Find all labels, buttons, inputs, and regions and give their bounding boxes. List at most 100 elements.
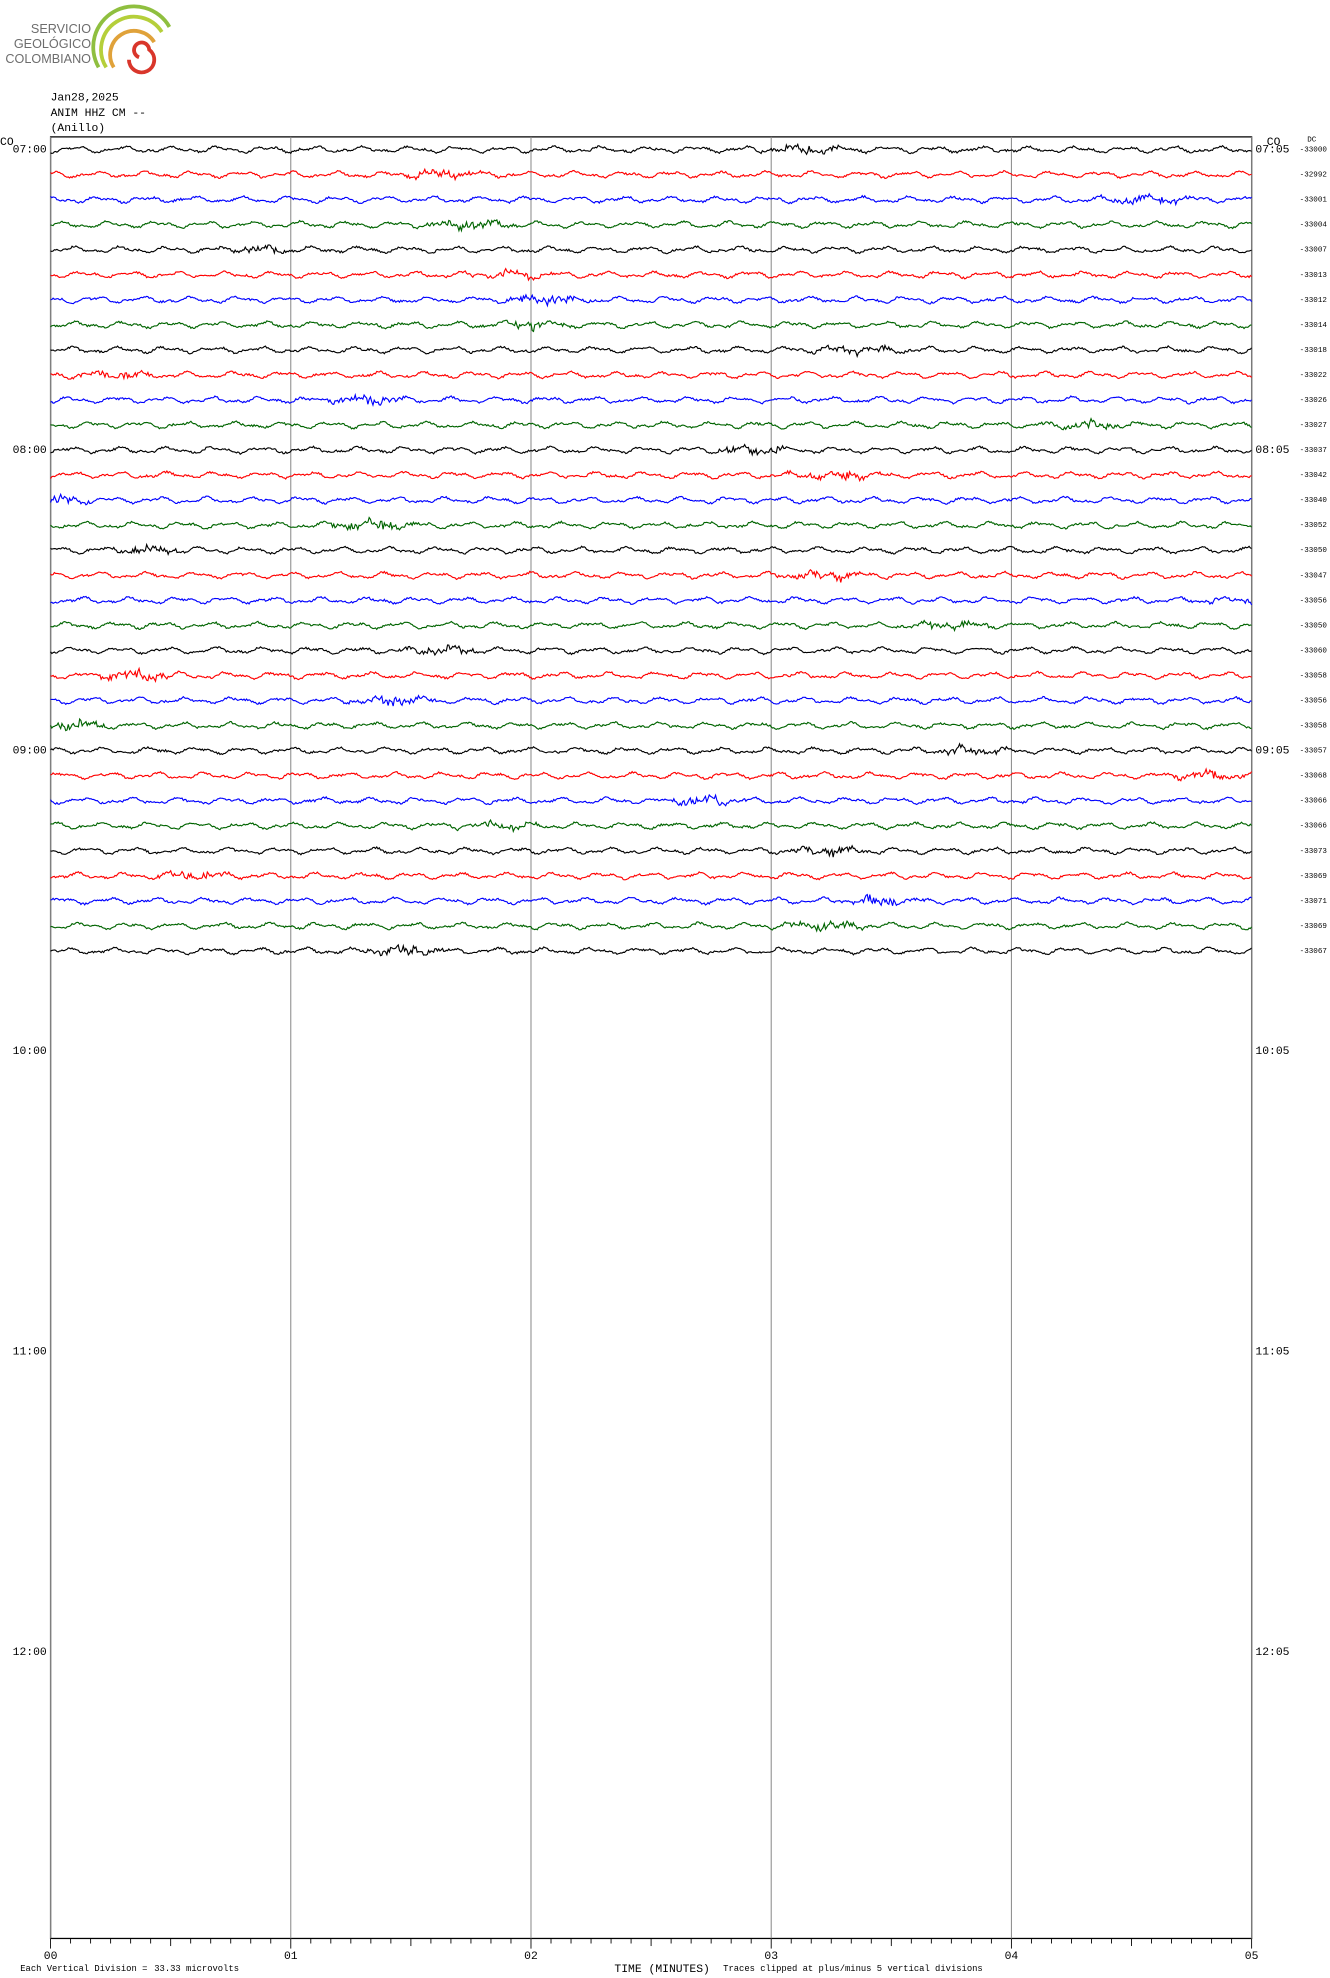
dc-value: -33067	[1300, 948, 1327, 956]
dc-value: -33037	[1300, 447, 1327, 455]
dc-value: -33052	[1300, 522, 1328, 530]
axis-label: TIME (MINUTES)	[614, 1964, 709, 1976]
dc-value: -33057	[1300, 748, 1327, 756]
trace	[50, 818, 1253, 834]
dc-value: -33001	[1300, 197, 1328, 205]
logo-arc	[108, 28, 156, 69]
logo-spiral	[127, 40, 157, 75]
dc-value: -33022	[1300, 372, 1328, 380]
date: Jan28,2025	[51, 93, 119, 105]
trace	[50, 369, 1253, 381]
dc-value: -33069	[1300, 923, 1328, 931]
hour-label: 07:00	[13, 145, 47, 157]
dc-value: -33058	[1300, 672, 1328, 680]
trace	[50, 343, 1253, 359]
dc-value: -33007	[1300, 247, 1327, 255]
hour-label: 09:00	[13, 746, 47, 758]
trace	[50, 742, 1253, 757]
dc-value: -33056	[1300, 597, 1328, 605]
trace	[50, 767, 1253, 782]
logo-text: GEOLÓGICO	[14, 36, 91, 51]
corner-label: CO	[0, 137, 14, 149]
trace	[50, 568, 1253, 583]
trace	[50, 717, 1252, 732]
hour-label: 09:05	[1255, 746, 1289, 758]
hour-label: 11:00	[13, 1347, 47, 1359]
logo-text: COLOMBIANO	[5, 52, 91, 66]
logo-arc	[99, 14, 164, 69]
trace	[50, 443, 1252, 457]
hour-label: 10:00	[13, 1046, 47, 1058]
dc-value: -33026	[1300, 397, 1328, 405]
dc-value: -33058	[1300, 723, 1328, 731]
trace	[50, 595, 1253, 606]
footer-text: 33.33 microvolts	[154, 1964, 239, 1974]
footer-text: Each Vertical Division =	[20, 1964, 147, 1974]
dc-value: -33013	[1300, 272, 1328, 280]
trace	[50, 844, 1252, 858]
x-tick-label: 03	[764, 1951, 778, 1963]
dc-value: -33000	[1300, 147, 1328, 155]
trace	[50, 644, 1252, 657]
place: (Anillo)	[51, 123, 106, 135]
trace	[50, 793, 1252, 807]
dc-value: -33047	[1300, 572, 1327, 580]
logo-arc	[91, 4, 172, 69]
logo: SERVICIO GEOLÓGICO COLOMBIANO	[5, 4, 172, 75]
corner-label: CO	[1267, 137, 1281, 149]
trace	[50, 694, 1252, 707]
dc-value: -33050	[1300, 547, 1328, 555]
hour-label: 12:00	[13, 1647, 47, 1659]
dc-label: DC	[1307, 136, 1317, 144]
hour-label: 11:05	[1255, 1347, 1289, 1359]
hour-label: 08:00	[13, 445, 47, 457]
dc-value: -33042	[1300, 472, 1328, 480]
trace	[50, 919, 1253, 933]
trace	[50, 619, 1252, 633]
x-tick-label: 04	[1005, 1951, 1019, 1963]
trace	[50, 869, 1252, 881]
trace	[50, 392, 1253, 408]
hour-label: 12:05	[1255, 1647, 1289, 1659]
trace	[50, 167, 1252, 182]
logo-text: SERVICIO	[31, 22, 91, 36]
dc-value: -33066	[1300, 823, 1328, 831]
dc-value: -33069	[1300, 873, 1328, 881]
trace	[50, 319, 1252, 333]
dc-value: -33068	[1300, 773, 1328, 781]
trace	[50, 516, 1253, 532]
dc-value: -33056	[1300, 698, 1328, 706]
x-tick-label: 05	[1245, 1951, 1259, 1963]
station: ANIM HHZ CM --	[51, 108, 146, 120]
plot-frame	[49, 136, 1253, 1940]
trace	[50, 492, 1252, 506]
trace	[50, 943, 1252, 957]
dc-value: -33027	[1300, 422, 1327, 430]
trace	[50, 142, 1252, 156]
hour-label: 07:05	[1255, 145, 1289, 157]
trace	[50, 293, 1253, 308]
dc-value: -33018	[1300, 347, 1328, 355]
dc-value: -33071	[1300, 898, 1328, 906]
trace	[50, 219, 1253, 233]
trace	[50, 192, 1252, 207]
x-tick-label: 02	[524, 1951, 538, 1963]
dc-value: -33004	[1300, 222, 1328, 230]
trace	[50, 666, 1252, 684]
dc-value: -33060	[1300, 647, 1328, 655]
dc-value: -33073	[1300, 848, 1328, 856]
footer-text: Traces clipped at plus/minus 5 vertical …	[723, 1964, 983, 1974]
dc-value: -33050	[1300, 622, 1328, 630]
dc-value: -32992	[1300, 172, 1328, 180]
trace	[50, 267, 1253, 282]
dc-value: -33014	[1300, 322, 1328, 330]
trace	[50, 469, 1252, 483]
trace	[50, 244, 1252, 256]
trace	[50, 417, 1252, 431]
trace	[50, 542, 1252, 556]
dc-value: -33040	[1300, 497, 1328, 505]
dc-value: -33012	[1300, 297, 1328, 305]
hour-label: 10:05	[1255, 1046, 1289, 1058]
x-tick-label: 01	[284, 1951, 298, 1963]
